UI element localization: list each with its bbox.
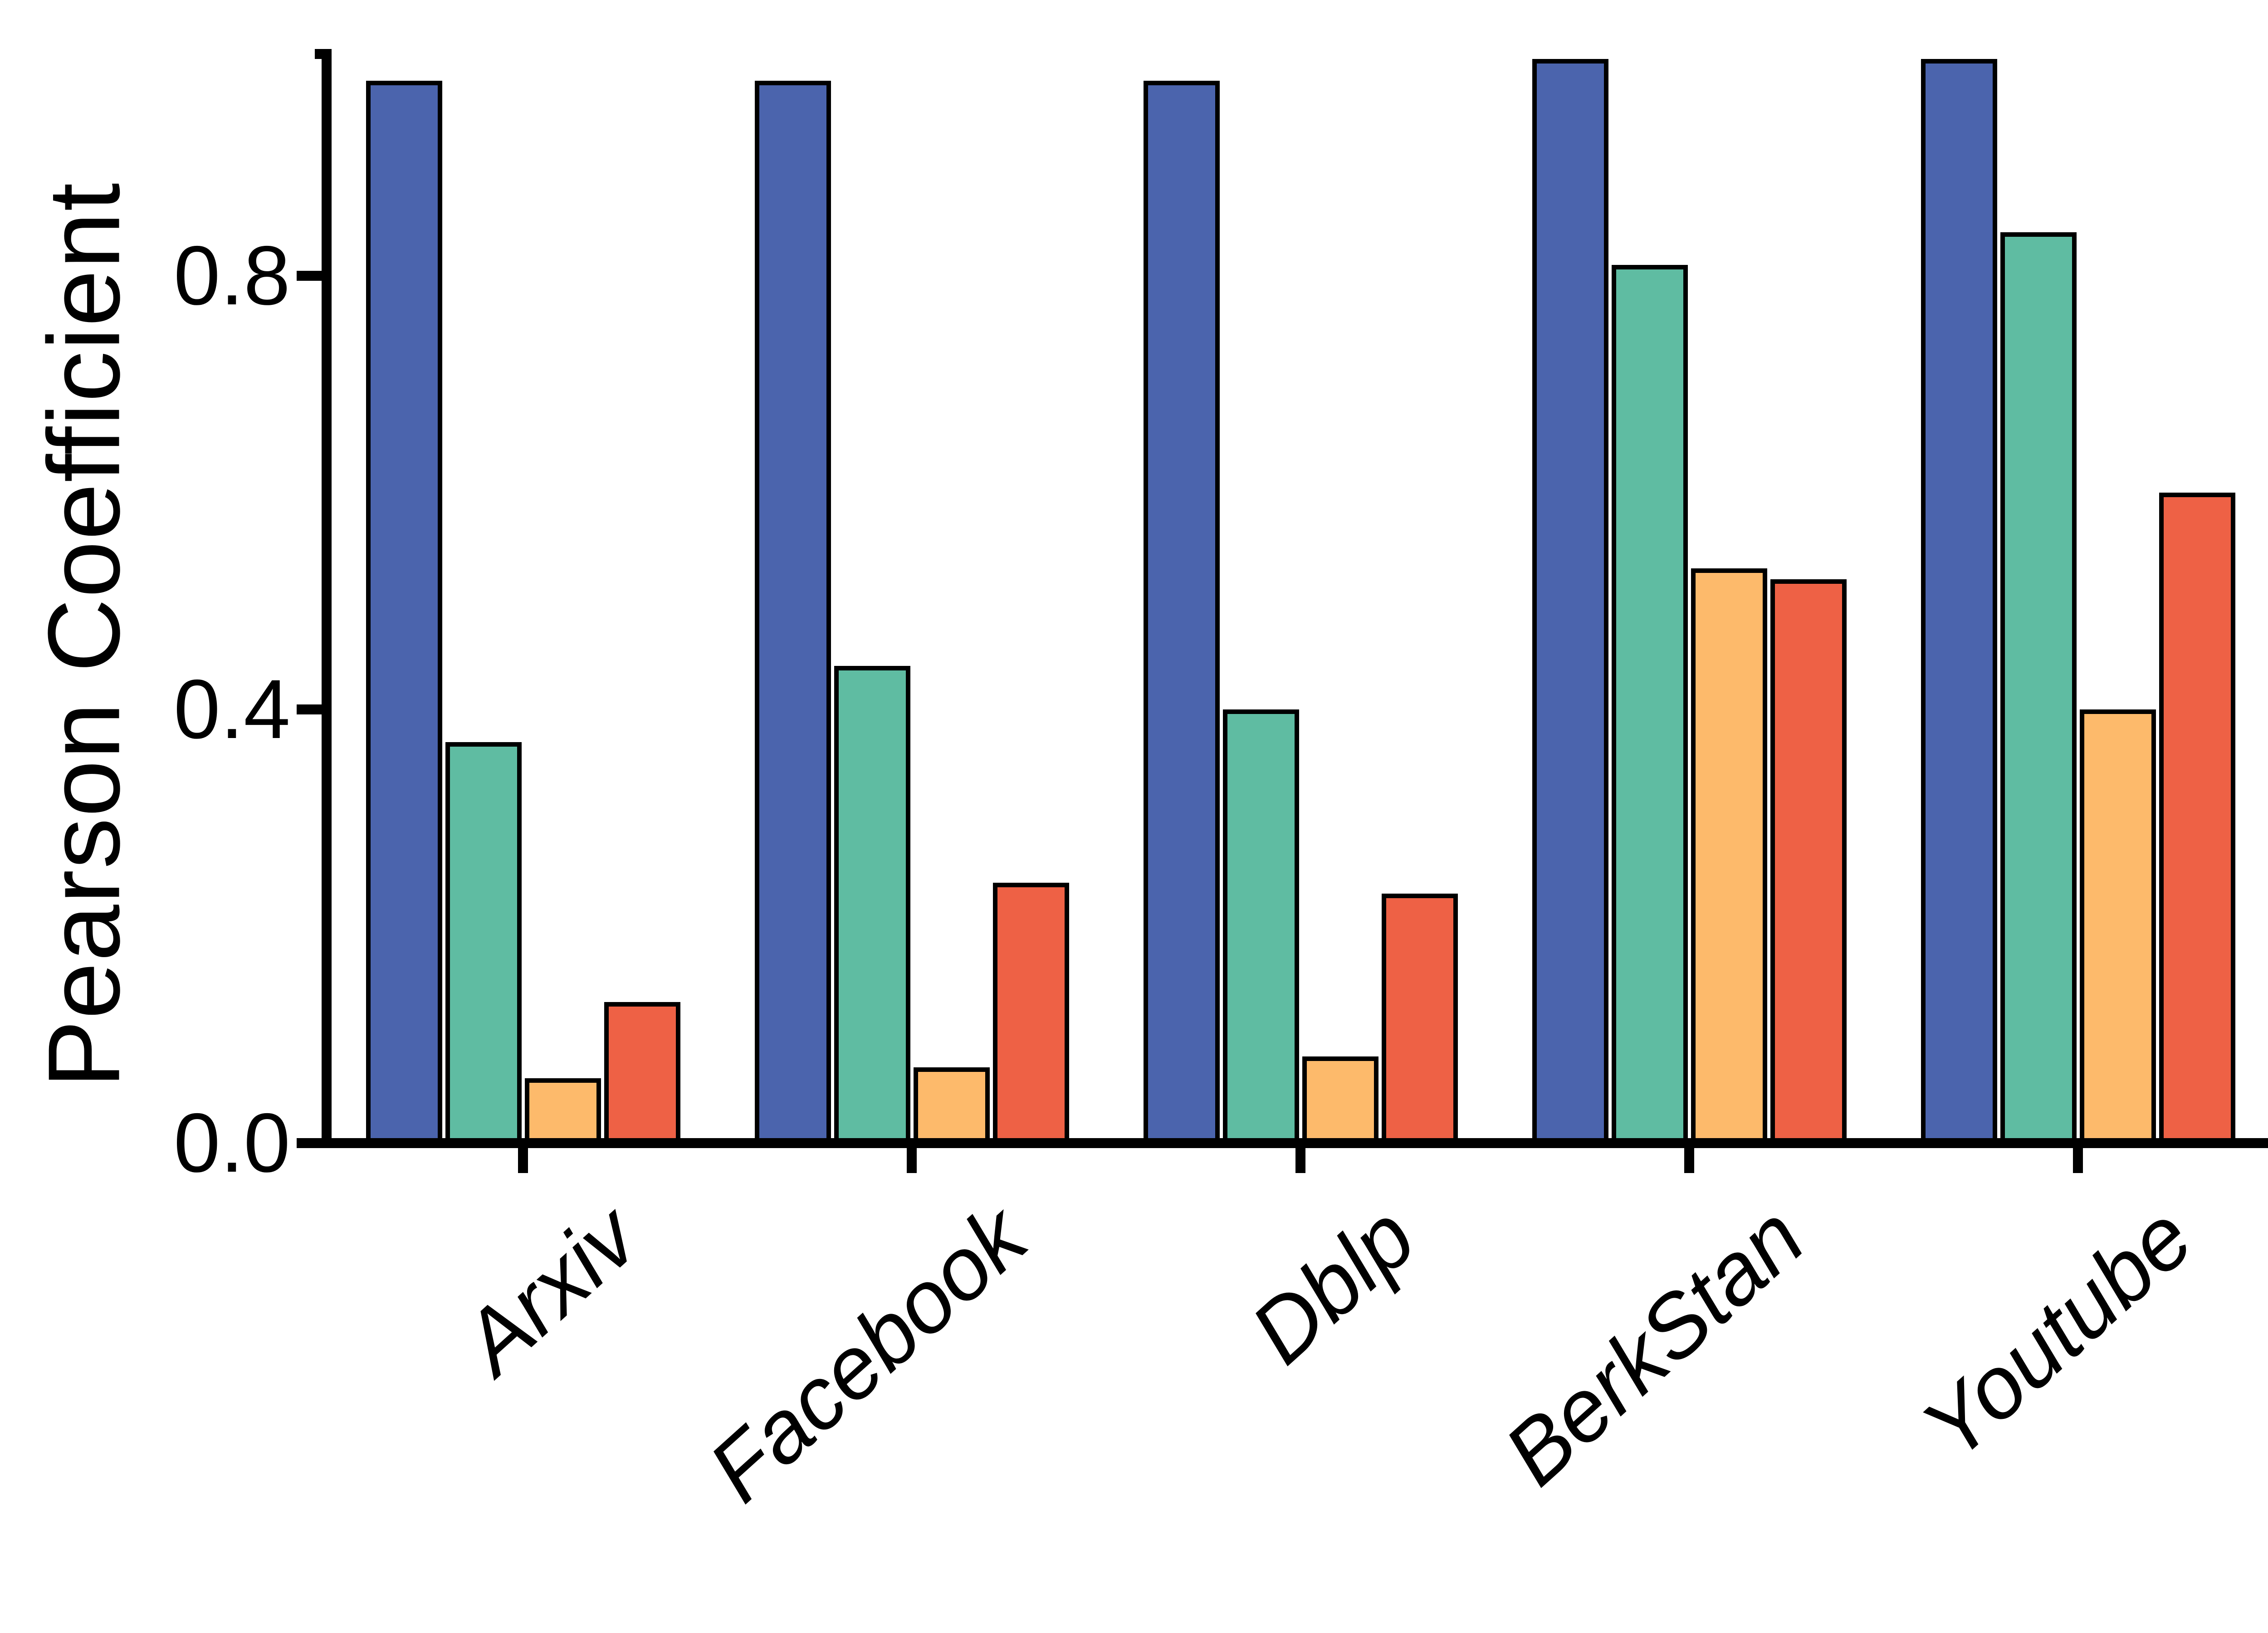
bar-Dblp-series-3-orange (1302, 1056, 1378, 1148)
y-tick-label-0.4: 0.4 (173, 663, 290, 756)
bar-Dblp-series-2-green (1222, 709, 1299, 1148)
bar-Youtube-series-1-blue (1921, 59, 1997, 1148)
bar-Youtube-series-4-red (2159, 493, 2235, 1148)
bar-Dblp-series-1-blue (1143, 80, 1220, 1148)
x-tick-Youtube (2073, 1148, 2083, 1173)
x-axis-line (322, 1138, 2268, 1148)
bar-Facebook-series-4-red (992, 883, 1069, 1148)
y-axis-title: Pearson Coefficient (26, 182, 141, 1088)
bar-Arxiv-series-3-orange (524, 1078, 601, 1148)
x-tick-label-Youtube: Youtube (1903, 1187, 2211, 1478)
y-tick-label-0.0: 0.0 (173, 1096, 290, 1190)
x-tick-label-Dblp: Dblp (1232, 1187, 1434, 1383)
y-axis-top-tick (315, 49, 322, 59)
x-tick-Arxiv (518, 1148, 528, 1173)
y-tick-0.0 (297, 1138, 322, 1148)
bar-Facebook-series-3-orange (913, 1067, 990, 1148)
bar-Dblp-series-4-red (1381, 894, 1458, 1148)
x-tick-label-BerkStan: BerkStan (1486, 1187, 1823, 1504)
bar-Arxiv-series-4-red (604, 1002, 680, 1148)
x-tick-label-Facebook: Facebook (689, 1187, 1045, 1521)
y-axis-line (322, 49, 332, 1148)
bar-BerkStan-series-4-red (1770, 579, 1847, 1148)
bar-BerkStan-series-2-green (1611, 265, 1688, 1148)
y-tick-0.8 (297, 271, 322, 281)
bar-Youtube-series-2-green (2000, 232, 2077, 1148)
bar-Arxiv-series-1-blue (366, 80, 442, 1148)
x-tick-Facebook (907, 1148, 917, 1173)
x-tick-BerkStan (1684, 1148, 1694, 1173)
bar-Facebook-series-2-green (834, 666, 910, 1148)
bar-BerkStan-series-3-orange (1691, 568, 1767, 1148)
y-tick-0.4 (297, 704, 322, 714)
bar-Arxiv-series-2-green (445, 742, 522, 1148)
y-tick-label-0.8: 0.8 (173, 229, 290, 323)
x-tick-Dblp (1295, 1148, 1305, 1173)
bar-Youtube-series-3-orange (2079, 709, 2156, 1148)
bar-Facebook-series-1-blue (754, 80, 831, 1148)
bar-BerkStan-series-1-blue (1532, 59, 1608, 1148)
x-tick-label-Arxiv: Arxiv (444, 1187, 656, 1392)
